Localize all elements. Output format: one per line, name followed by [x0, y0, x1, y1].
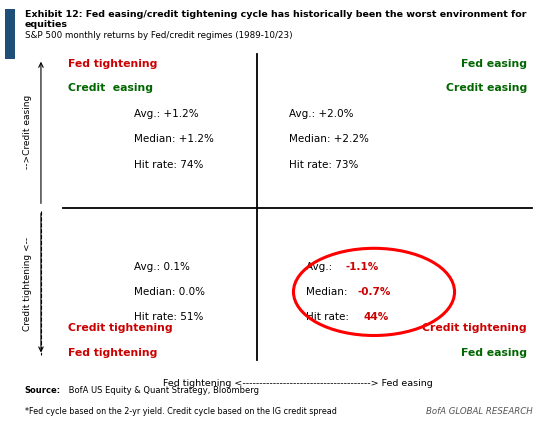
Text: Credit tightening: Credit tightening	[68, 323, 173, 333]
Text: Credit  easing: Credit easing	[68, 83, 153, 93]
Text: 44%: 44%	[363, 312, 388, 322]
Text: Median:: Median:	[306, 287, 351, 297]
Text: Avg.: 0.1%: Avg.: 0.1%	[134, 262, 189, 272]
Text: Fed easing: Fed easing	[461, 347, 527, 358]
Text: Exhibit 12: Fed easing/credit tightening cycle has historically been the worst e: Exhibit 12: Fed easing/credit tightening…	[25, 10, 526, 19]
Text: Credit tightening: Credit tightening	[422, 323, 527, 333]
Text: Median: 0.0%: Median: 0.0%	[134, 287, 205, 297]
Text: Fed tightening: Fed tightening	[68, 347, 158, 358]
Text: Credit easing: Credit easing	[446, 83, 527, 93]
Text: -0.7%: -0.7%	[358, 287, 391, 297]
Text: Fed tightening: Fed tightening	[68, 59, 158, 69]
Text: Avg.:: Avg.:	[306, 262, 335, 272]
Text: BofA GLOBAL RESEARCH: BofA GLOBAL RESEARCH	[425, 407, 532, 416]
Text: BofA US Equity & Quant Strategy, Bloomberg: BofA US Equity & Quant Strategy, Bloombe…	[66, 386, 258, 395]
Text: Hit rate:: Hit rate:	[306, 312, 352, 322]
Text: equities: equities	[25, 20, 68, 29]
Text: Credit tightening <--: Credit tightening <--	[23, 237, 32, 331]
Text: -->Credit easing: -->Credit easing	[23, 94, 32, 169]
Text: Median: +1.2%: Median: +1.2%	[134, 134, 213, 144]
Text: Hit rate: 73%: Hit rate: 73%	[289, 160, 359, 170]
Text: Source:: Source:	[25, 386, 61, 395]
Text: Hit rate: 51%: Hit rate: 51%	[134, 312, 203, 322]
Text: Median: +2.2%: Median: +2.2%	[289, 134, 369, 144]
Text: Hit rate: 74%: Hit rate: 74%	[134, 160, 203, 170]
Text: Fed tightening <--------------------------------------> Fed easing: Fed tightening <------------------------…	[163, 379, 432, 388]
Bar	[5, 9, 15, 59]
Text: Avg.: +1.2%: Avg.: +1.2%	[134, 109, 198, 119]
Text: Avg.: +2.0%: Avg.: +2.0%	[289, 109, 354, 119]
Text: -1.1%: -1.1%	[346, 262, 379, 272]
Text: *Fed cycle based on the 2-yr yield. Credit cycle based on the IG credit spread: *Fed cycle based on the 2-yr yield. Cred…	[25, 407, 336, 416]
Text: S&P 500 monthly returns by Fed/credit regimes (1989-10/23): S&P 500 monthly returns by Fed/credit re…	[25, 31, 292, 40]
Text: Fed easing: Fed easing	[461, 59, 527, 69]
